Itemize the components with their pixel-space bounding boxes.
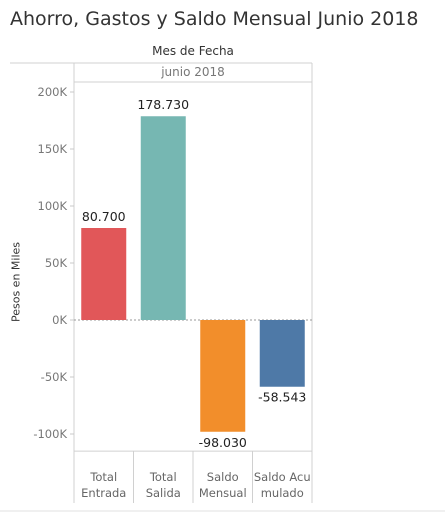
category-label: Mensual <box>199 486 247 500</box>
category-label: Entrada <box>81 486 126 500</box>
category-label: Total <box>89 470 117 484</box>
category-label: Saldo <box>207 470 239 484</box>
bar <box>200 320 246 432</box>
column-header: Mes de Fecha <box>152 44 234 58</box>
bar <box>259 320 305 387</box>
category-label: Saldo Acu <box>254 470 311 484</box>
data-label: -58.543 <box>258 390 306 405</box>
chart-title: Ahorro, Gastos y Saldo Mensual Junio 201… <box>10 8 419 30</box>
data-label: -98.030 <box>199 435 247 450</box>
y-tick-label: 50K <box>45 256 68 270</box>
category-label: mulado <box>261 486 304 500</box>
category-label: Total <box>149 470 177 484</box>
data-label: 178.730 <box>137 97 189 112</box>
bar <box>81 228 127 320</box>
y-tick-label: 0K <box>52 313 67 327</box>
y-tick-label: -100K <box>33 427 67 441</box>
y-tick-label: 150K <box>38 142 68 156</box>
y-tick-label: -50K <box>41 370 68 384</box>
data-label: 80.700 <box>82 209 126 224</box>
y-tick-label: 100K <box>38 199 68 213</box>
bar <box>140 116 186 320</box>
column-value: junio 2018 <box>161 65 225 79</box>
category-label: Salida <box>146 486 181 500</box>
y-tick-label: 200K <box>38 85 68 99</box>
